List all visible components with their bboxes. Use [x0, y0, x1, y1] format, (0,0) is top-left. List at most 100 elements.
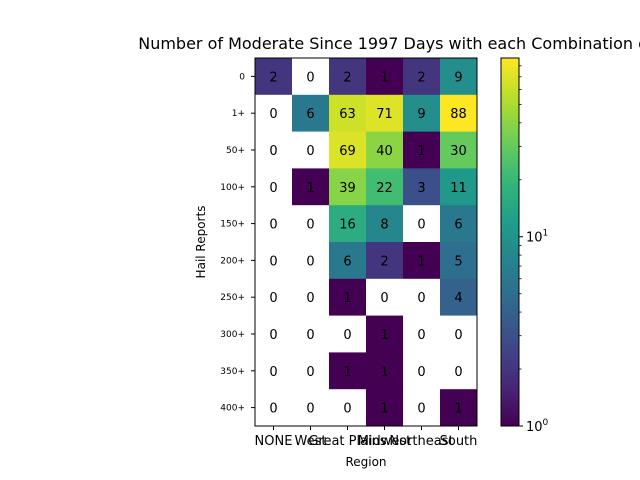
- colorbar-tick-label: 100: [526, 418, 549, 435]
- heatmap-cell: [255, 315, 293, 353]
- cell-value-label: 0: [417, 402, 425, 417]
- colorbar: 100 101: [500, 57, 549, 435]
- cell-value-label: 40: [376, 144, 393, 159]
- cell-value-label: 1: [380, 70, 388, 85]
- x-axis-label: Region: [345, 455, 386, 469]
- heatmap-cell: [329, 58, 367, 96]
- heatmap-cell: [292, 131, 330, 169]
- cell-value-label: 2: [269, 70, 277, 85]
- heatmap-cell: [292, 389, 330, 427]
- cell-value-label: 9: [454, 70, 462, 85]
- heatmap-cell: [366, 352, 404, 390]
- cell-value-label: 1: [343, 365, 351, 380]
- heatmap-cell: [329, 94, 367, 132]
- cell-value-label: 0: [417, 291, 425, 306]
- heatmap-cell: [440, 94, 478, 132]
- heatmap-cell: [292, 315, 330, 353]
- cell-value-label: 0: [380, 291, 388, 306]
- heatmap-cell-labels: 2 0 2 1 2 90 6 63 71 9 880 0 69 40 1 300 1 39 22 3 110 0 16 8 0 6…: [269, 70, 466, 416]
- heatmap-cell: [255, 242, 293, 280]
- cell-value-label: 1: [306, 181, 314, 196]
- x-tick-label: West: [295, 434, 327, 449]
- y-tick-label: 400+: [220, 404, 245, 414]
- cell-value-label: 0: [269, 144, 277, 159]
- cell-value-label: 0: [454, 365, 462, 380]
- cell-value-label: 88: [450, 107, 467, 122]
- cell-value-label: 0: [306, 402, 314, 417]
- cell-value-label: 0: [306, 291, 314, 306]
- cell-value-label: 11: [450, 181, 467, 196]
- cell-value-label: 0: [306, 218, 314, 233]
- x-tick-label: Great Plains: [308, 434, 387, 449]
- colorbar-tick-label: 101: [526, 229, 548, 246]
- heatmap-cell: [440, 315, 478, 353]
- cell-value-label: 39: [339, 181, 356, 196]
- heatmap-cell: [403, 58, 441, 96]
- heatmap-cell: [329, 131, 367, 169]
- cell-value-label: 6: [343, 254, 351, 269]
- cell-value-label: 6: [454, 218, 462, 233]
- chart-title: Number of Moderate Since 1997 Days with …: [138, 34, 640, 53]
- cell-value-label: 0: [417, 218, 425, 233]
- heatmap-cell: [440, 352, 478, 390]
- cell-value-label: 8: [380, 218, 388, 233]
- heatmap-cell: [440, 131, 478, 169]
- x-tick-label: Midwest: [358, 434, 412, 449]
- y-tick-label: 1+: [232, 109, 245, 119]
- heatmap-cell: [366, 94, 404, 132]
- cell-value-label: 5: [454, 254, 462, 269]
- heatmap-cell: [255, 352, 293, 390]
- y-tick-label: 200+: [220, 256, 245, 266]
- heatmap-cell: [366, 389, 404, 427]
- heatmap-cell: [329, 352, 367, 390]
- y-tick-label: 300+: [220, 330, 245, 340]
- heatmap-cell: [292, 205, 330, 243]
- colorbar-gradient: [500, 57, 520, 427]
- heatmap-cell: [403, 94, 441, 132]
- cell-value-label: 0: [269, 328, 277, 343]
- heatmap-cell: [329, 242, 367, 280]
- cell-value-label: 0: [306, 254, 314, 269]
- cell-value-label: 0: [343, 328, 351, 343]
- heatmap-cell: [292, 94, 330, 132]
- heatmap-cell: [292, 242, 330, 280]
- heatmap-cell: [329, 168, 367, 206]
- heatmap-cell: [329, 389, 367, 427]
- cell-value-label: 1: [343, 291, 351, 306]
- heatmap-cell: [440, 242, 478, 280]
- heatmap-cell: [329, 315, 367, 353]
- cell-value-label: 0: [269, 254, 277, 269]
- heatmap-cell: [366, 278, 404, 316]
- cell-value-label: 30: [450, 144, 467, 159]
- cell-value-label: 0: [454, 328, 462, 343]
- heatmap-cell: [403, 315, 441, 353]
- heatmap-cell: [440, 205, 478, 243]
- cell-value-label: 22: [376, 181, 393, 196]
- cell-value-label: 0: [269, 402, 277, 417]
- heatmap-cell: [255, 205, 293, 243]
- y-axis-ticks: 0 1+ 50+ 100+ 150+ 200+ 250+ 300+ 350+ 400+: [220, 72, 255, 414]
- cell-value-label: 69: [339, 144, 356, 159]
- cell-value-label: 1: [380, 402, 388, 417]
- cell-value-label: 2: [380, 254, 388, 269]
- cell-value-label: 71: [376, 107, 393, 122]
- y-tick-label: 250+: [220, 293, 245, 303]
- heatmap-cell: [329, 278, 367, 316]
- y-tick-label: 150+: [220, 220, 245, 230]
- cell-value-label: 0: [269, 181, 277, 196]
- heatmap-cell: [366, 242, 404, 280]
- heatmap-cell: [255, 389, 293, 427]
- heatmap-cells: [255, 58, 478, 427]
- cell-value-label: 1: [380, 328, 388, 343]
- cell-value-label: 9: [417, 107, 425, 122]
- y-tick-label: 350+: [220, 367, 245, 377]
- heatmap-cell: [366, 58, 404, 96]
- cell-value-label: 0: [269, 218, 277, 233]
- heatmap-cell: [403, 278, 441, 316]
- heatmap-cell: [329, 205, 367, 243]
- heatmap-cell: [292, 58, 330, 96]
- heatmap-cell: [403, 205, 441, 243]
- x-tick-label: Northeast: [389, 434, 453, 449]
- heatmap-cell: [403, 389, 441, 427]
